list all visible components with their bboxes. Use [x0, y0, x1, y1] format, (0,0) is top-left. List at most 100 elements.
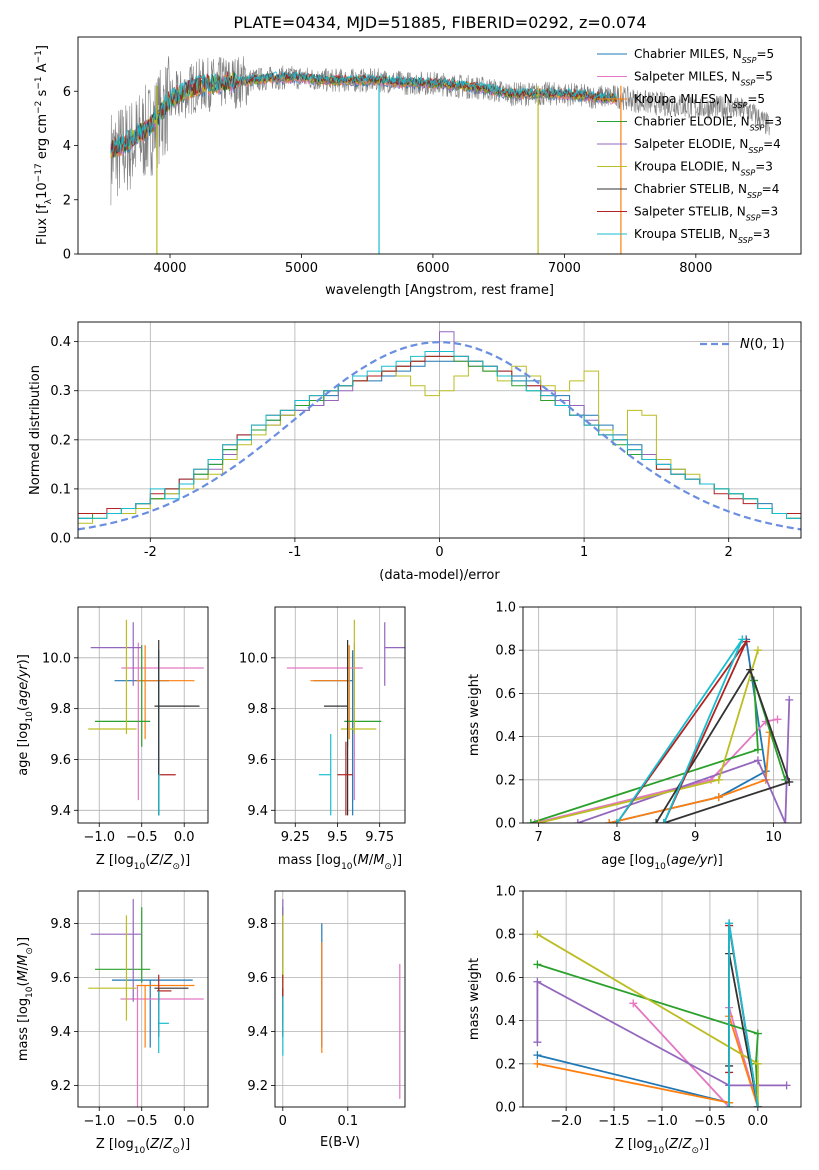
age_vs_Z-plot-area [78, 607, 208, 823]
mass_vs_Z-ytick-label: 9.6 [50, 971, 71, 986]
mass_vs_EBV-plot-area [275, 891, 405, 1107]
weight_vs_age-marker [659, 819, 668, 823]
weight_vs_Z-series-line [537, 923, 759, 1107]
weight_vs_age-ytick-label: 0.6 [495, 687, 516, 702]
hist-gaussian-curve [78, 341, 801, 531]
weight_vs_Z-frame [522, 890, 802, 1108]
hist-ylabel: Normed distribution [28, 365, 43, 495]
age_vs_Z-xtick-label: −1.0 [83, 830, 115, 845]
weight_vs_age-marker [573, 819, 582, 823]
mass_vs_EBV-xlabel: E(B-V) [320, 1135, 360, 1150]
age_vs_Z-ylabel: age [log10(age/yr)] [16, 654, 35, 776]
mass_vs_Z-plot-area [78, 891, 208, 1107]
weight_vs_Z-xtick-label: −1.5 [598, 1114, 630, 1129]
age_vs_Z-xtick-label: −0.5 [126, 830, 158, 845]
mass_vs_EBV-ytick-label: 9.2 [247, 1079, 268, 1094]
mass_vs_EBV-ytick-label: 9.6 [247, 971, 268, 986]
weight_vs_age-axes: 7 8 9 10 0.0 0.2 0.4 0.6 0.8 1.0 mass weight age [l… [467, 601, 802, 872]
weight_vs_age-marker [785, 777, 794, 786]
mass_vs_Z-ytick-label: 9.8 [50, 917, 71, 932]
spectrum-frame [77, 36, 802, 255]
age_vs_mass-xtick-label: 9.75 [365, 830, 394, 845]
mass_vs_Z-ytick-label: 9.2 [50, 1079, 71, 1094]
mass_vs_Z-xlabel: Z [log10(Z/Z⊙)] [96, 1137, 190, 1156]
weight_vs_Z-ytick-label: 0.8 [495, 928, 516, 943]
age_vs_mass-xtick-label: 9.5 [327, 830, 348, 845]
weight_vs_age-ytick-label: 0.4 [495, 730, 516, 745]
weight_vs_Z-marker [533, 1038, 542, 1047]
hist-ytick-label: 0.0 [50, 532, 71, 547]
hist-ytick-label: 0.2 [50, 433, 71, 448]
weight_vs_age-series-line [530, 680, 787, 823]
age_vs_Z-axes: −1.0 −0.5 0.0 9.4 9.6 9.8 10.0 Z [log10(Z/Z⊙)] a… [16, 606, 209, 872]
mass_vs_EBV-xtick-label: 0 [279, 1114, 287, 1129]
weight_vs_Z-plot-area [523, 891, 801, 1107]
weight_vs_Z-xtick-label: 0.0 [748, 1114, 769, 1129]
hist-ytick-label: 0.3 [50, 384, 71, 399]
spectrum-xtick-label: 5000 [285, 261, 318, 276]
age_vs_Z-ytick-label: 9.8 [50, 702, 71, 717]
weight_vs_age-marker [612, 819, 621, 823]
spectrum-model-line [110, 71, 617, 154]
spectrum-ytick-label: 0 [63, 248, 71, 263]
weight_vs_age-marker [605, 819, 614, 823]
mass_vs_Z-xtick-label: −1.0 [83, 1114, 115, 1129]
weight_vs_age-marker [530, 819, 539, 823]
spectrum-legend-label: Salpeter ELODIE, NSSP=4 [634, 137, 781, 155]
spectrum-xtick-label: 6000 [416, 261, 449, 276]
spectrum-xtick-label: 7000 [548, 261, 581, 276]
weight_vs_age-xtick-label: 10 [765, 830, 782, 845]
weight_vs_Z-series-line [537, 1016, 759, 1107]
weight_vs_age-marker [652, 819, 661, 823]
mass_vs_EBV-ytick-label: 9.8 [247, 917, 268, 932]
weight_vs_age-marker [773, 715, 782, 724]
age_vs_mass-axes: 9.25 9.5 9.75 9.4 9.6 9.8 10.0 mass [log10(M/M⊙… [239, 606, 406, 872]
weight_vs_Z-ytick-label: 0.4 [495, 1014, 516, 1029]
hist-xtick-label: -1 [288, 545, 301, 560]
weight_vs_Z-marker [629, 999, 638, 1008]
weight_vs_age-frame [522, 606, 802, 824]
hist-xtick-label: 2 [725, 545, 733, 560]
figure-title: PLATE=0434, MJD=51885, FIBERID=0292, z=0… [233, 13, 646, 32]
spectrum-xlabel: wavelength [Angstrom, rest frame] [325, 283, 554, 298]
weight_vs_age-marker [738, 635, 747, 644]
weight_vs_age-plot-area [523, 607, 801, 823]
hist-frame [77, 321, 802, 539]
spectrum-legend-label: Chabrier MILES, NSSP=5 [634, 47, 774, 65]
weight_vs_Z-marker [782, 1081, 791, 1090]
weight_vs_Z-marker [533, 960, 542, 969]
weight_vs_age-marker [714, 775, 723, 784]
hist-axes: -2 -1 0 1 2 0.0 0.1 0.2 0.3 0.4 N(0, 1) (data-model… [28, 321, 802, 583]
hist-ytick-label: 0.1 [50, 482, 71, 497]
weight_vs_age-ylabel: mass weight [467, 674, 482, 756]
weight_vs_Z-ylabel: mass weight [467, 958, 482, 1040]
weight_vs_Z-ytick-label: 1.0 [495, 885, 516, 900]
weight_vs_age-series-line [608, 732, 771, 823]
age_vs_Z-xlabel: Z [log10(Z/Z⊙)] [96, 853, 190, 872]
spectrum-legend-label: Salpeter MILES, NSSP=5 [634, 70, 773, 88]
mass_vs_Z-xtick-label: −0.5 [126, 1114, 158, 1129]
weight_vs_Z-marker [725, 1103, 734, 1107]
weight_vs_age-xtick-label: 7 [535, 830, 543, 845]
weight_vs_age-ytick-label: 0.2 [495, 773, 516, 788]
spectrum-axes: 4000 5000 6000 7000 8000 0 2 4 6 wavelength [Angs… [34, 36, 802, 298]
spectrum-legend-label: Chabrier STELIB, NSSP=4 [634, 182, 779, 200]
spectrum-ytick-label: 6 [63, 85, 71, 100]
mass_vs_Z-ylabel: mass [log10(M/M⊙)] [16, 937, 35, 1061]
weight_vs_Z-marker [753, 1103, 762, 1107]
weight_vs_age-marker [714, 793, 723, 802]
mass_vs_Z-frame [77, 890, 209, 1108]
weight_vs_age-marker [785, 695, 794, 704]
hist-plot-area [78, 322, 801, 538]
weight_vs_Z-marker [533, 1059, 542, 1068]
mass_vs_Z-xtick-label: 0.0 [174, 1114, 195, 1129]
age_vs_mass-plot-area [275, 607, 405, 823]
spectrum-xtick-label: 4000 [153, 261, 186, 276]
weight_vs_age-series-line [534, 718, 778, 823]
spectrum-legend-label: Chabrier ELODIE, NSSP=3 [634, 115, 782, 133]
spectrum-ytick-label: 4 [63, 139, 71, 154]
weight_vs_age-marker [534, 819, 543, 823]
weight_vs_age-marker [753, 646, 762, 655]
weight_vs_Z-ytick-label: 0.2 [495, 1057, 516, 1072]
age_vs_mass-ytick-label: 9.6 [247, 753, 268, 768]
